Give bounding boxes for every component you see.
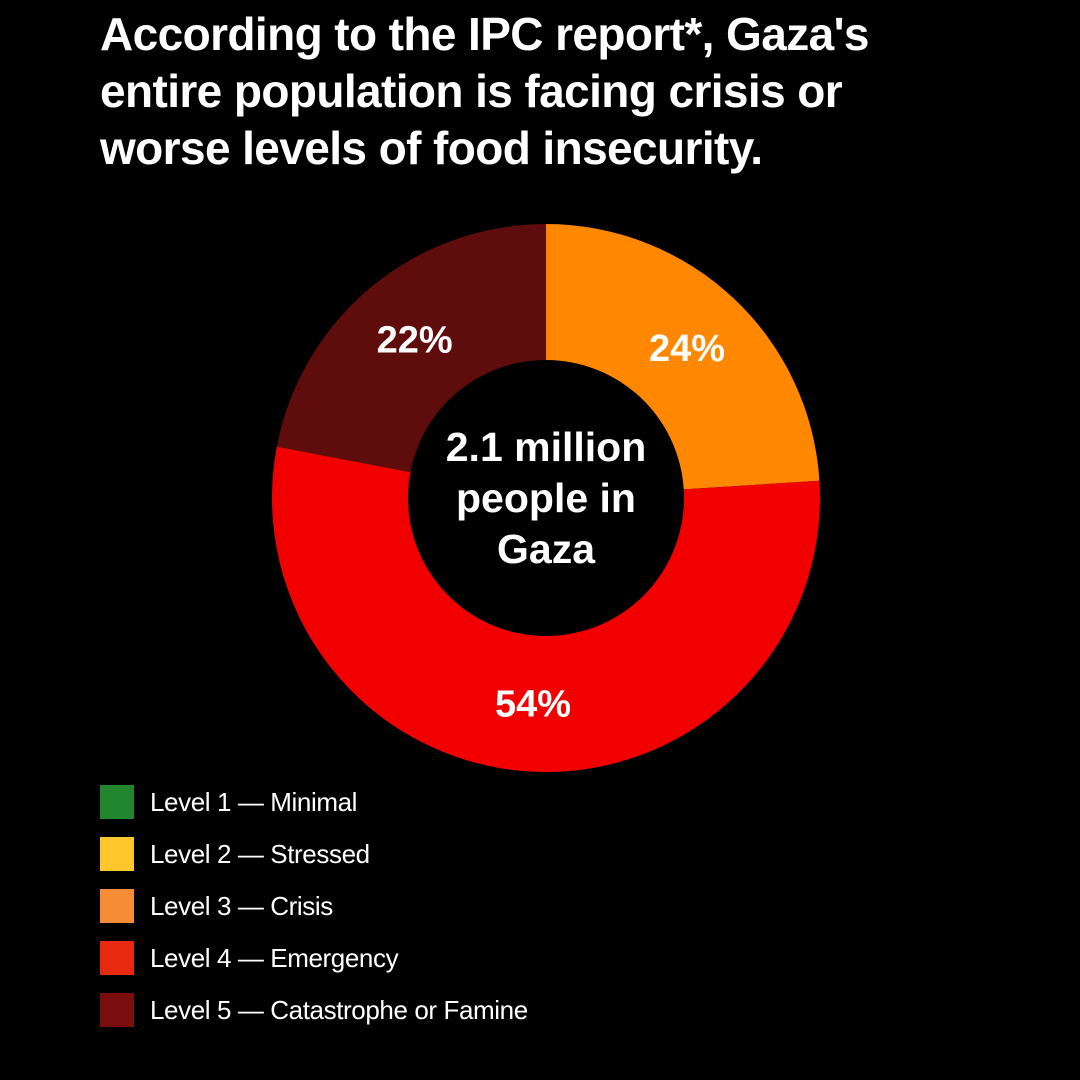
center-label-line-1: 2.1 million — [446, 424, 647, 470]
slice-label-level-4-emergency: 54% — [495, 684, 571, 726]
donut-slice-level-5-catastrophe-or-famine — [276, 224, 546, 473]
legend-swatch-level-4 — [100, 941, 134, 975]
legend-swatch-level-2 — [100, 837, 134, 871]
legend-swatch-level-3 — [100, 889, 134, 923]
legend-label-level-4: Level 4 — Emergency — [150, 942, 399, 973]
headline-line-1: According to the IPC report*, Gaza's — [100, 8, 870, 60]
legend-label-level-1: Level 1 — Minimal — [150, 786, 358, 817]
slice-label-level-5-catastrophe-or-famine: 22% — [377, 319, 453, 361]
legend-label-level-5: Level 5 — Catastrophe or Famine — [150, 994, 528, 1025]
legend-swatch-level-1 — [100, 785, 134, 819]
legend-item-level-4: Level 4 — Emergency — [100, 932, 528, 984]
legend-item-level-2: Level 2 — Stressed — [100, 828, 528, 880]
headline-line-3: worse levels of food insecurity. — [100, 122, 763, 174]
slice-label-level-3-crisis: 24% — [649, 328, 725, 370]
donut-slices — [272, 224, 820, 772]
donut-slice-level-4-emergency — [272, 446, 820, 772]
legend-item-level-3: Level 3 — Crisis — [100, 880, 528, 932]
center-label-line-2: people in — [456, 475, 636, 521]
legend-label-level-3: Level 3 — Crisis — [150, 890, 333, 921]
legend: Level 1 — Minimal Level 2 — Stressed Lev… — [100, 776, 528, 1036]
donut-slice-level-3-crisis — [546, 224, 820, 490]
center-label-line-3: Gaza — [497, 526, 596, 572]
donut-center-label: 2.1 million people in Gaza — [446, 424, 647, 572]
headline-line-2: entire population is facing crisis or — [100, 65, 843, 117]
legend-item-level-5: Level 5 — Catastrophe or Famine — [100, 984, 528, 1036]
headline: According to the IPC report*, Gaza's ent… — [100, 6, 1000, 177]
donut-chart: 24% 54% 22% 2.1 million people in Gaza — [272, 224, 820, 772]
legend-item-level-1: Level 1 — Minimal — [100, 776, 528, 828]
legend-swatch-level-5 — [100, 993, 134, 1027]
legend-label-level-2: Level 2 — Stressed — [150, 838, 370, 869]
slice-labels: 24% 54% 22% — [377, 319, 725, 725]
